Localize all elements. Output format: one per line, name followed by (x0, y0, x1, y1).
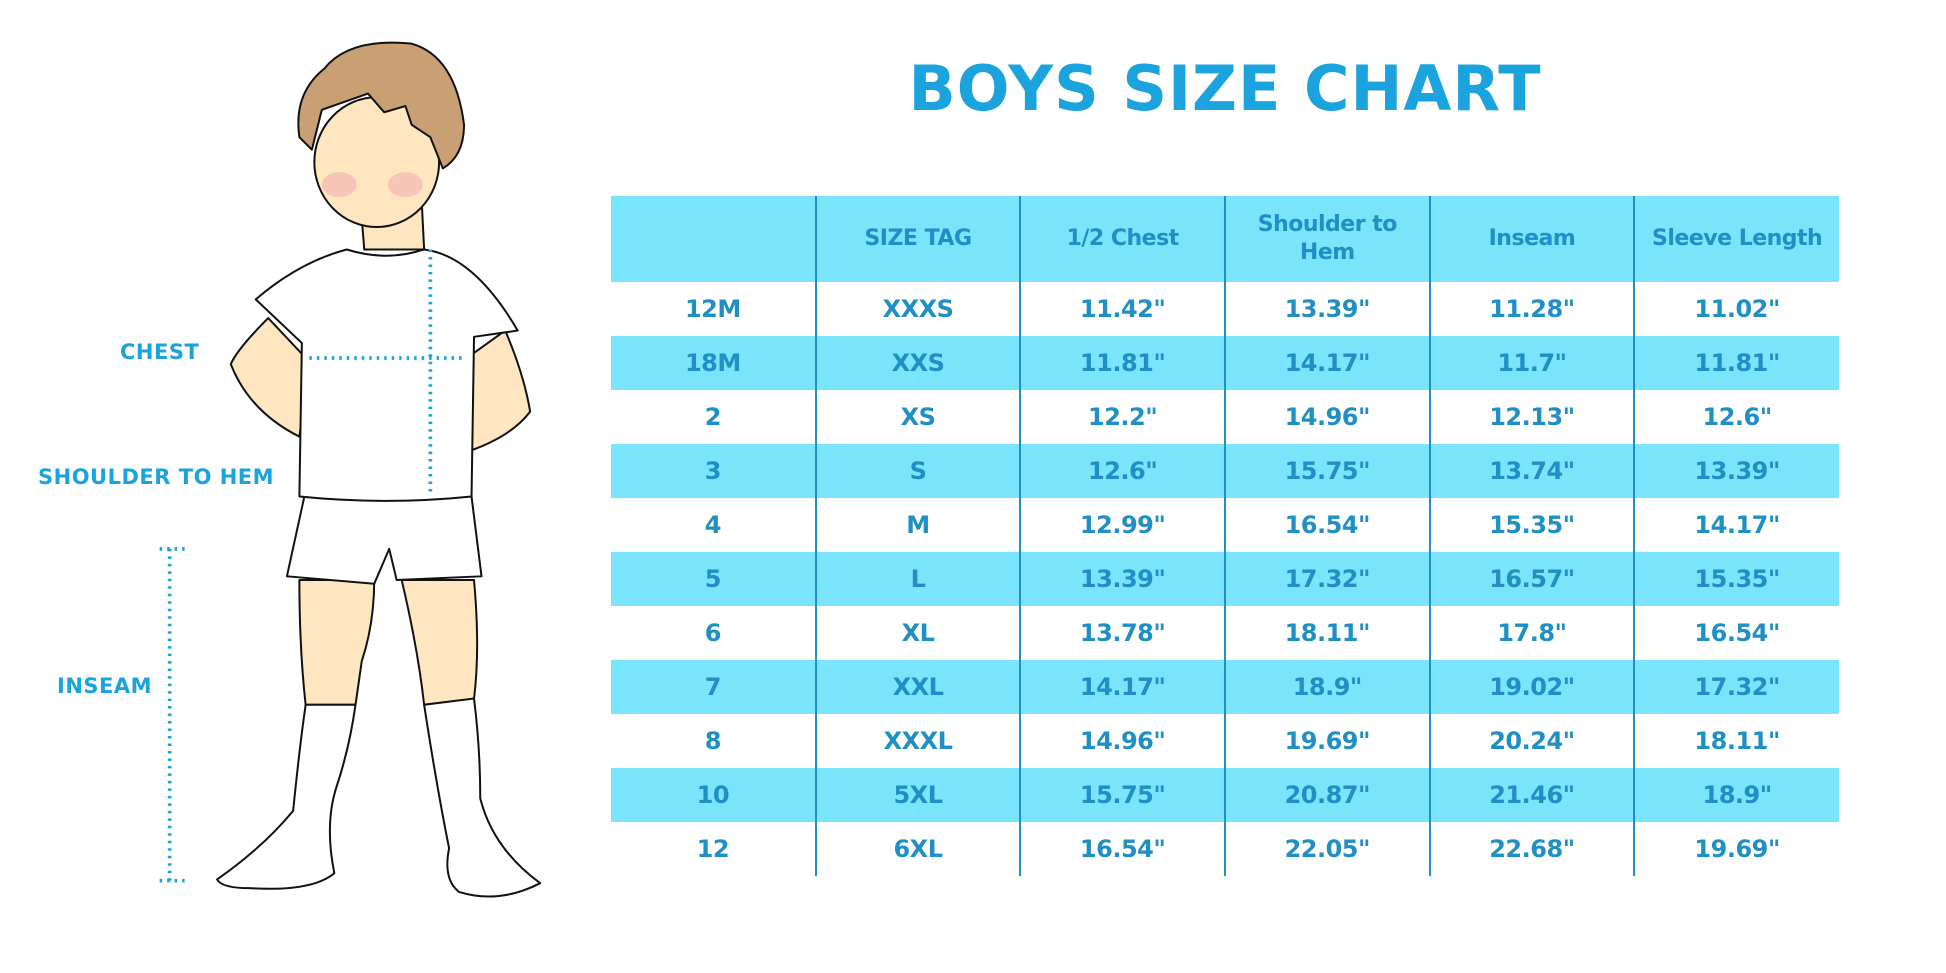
table-cell: 12M (684, 295, 741, 323)
table-cell: 6XL (814, 822, 1021, 876)
table-cell: 11.42" (1019, 282, 1225, 336)
table-cell: 19.69" (1633, 822, 1839, 876)
table-cell: 17.32" (1633, 660, 1839, 714)
table-cell: 20.24" (1428, 714, 1635, 768)
table-cell: 12.6" (1019, 444, 1225, 498)
table-cell: S (814, 444, 1021, 498)
table-cell: 18.11" (1633, 714, 1839, 768)
table-cell: 16.54" (1633, 606, 1839, 660)
table-cell: 11.7" (1428, 336, 1635, 390)
column-header: 1/2 Chest (1019, 196, 1225, 282)
column-header (611, 196, 816, 282)
table-cell: 16.54" (1223, 498, 1430, 552)
table-cell: 13.39" (1223, 282, 1430, 336)
table-cell: 12.6" (1633, 390, 1839, 444)
table-cell: XS (814, 390, 1021, 444)
column-header: SIZE TAG (814, 196, 1021, 282)
table-cell: XXXL (814, 714, 1021, 768)
table-cell: 11.81" (1633, 336, 1839, 390)
table-cell: 14.96" (1019, 714, 1225, 768)
inseam-label: INSEAM (57, 674, 153, 698)
table-cell: 13.39" (1633, 444, 1839, 498)
shoulder-to-hem-label: SHOULDER TO HEM (38, 465, 275, 489)
table-cell: 13.39" (1019, 552, 1225, 606)
table-cell: 22.68" (1428, 822, 1635, 876)
table-cell: 20.87" (1223, 768, 1430, 822)
table-row: 12M XXXS 11.42" 13.39" 11.28" 11.02" (611, 282, 1839, 336)
table-row: 18M XXS 11.81" 14.17" 11.7" 11.81" (611, 336, 1839, 390)
table-cell: 2 (704, 403, 722, 431)
table-cell: 18.9" (1223, 660, 1430, 714)
table-cell: 14.17" (1223, 336, 1430, 390)
table-header-row: SIZE TAG 1/2 Chest Shoulder to Hem Inseam Sl… (611, 196, 1839, 282)
table-cell: 22.05" (1223, 822, 1430, 876)
table-cell: 11.81" (1019, 336, 1225, 390)
table-cell: 18M (611, 336, 816, 390)
table-row: 7 XXL 14.17" 18.9" 19.02" 17.32" (611, 660, 1839, 714)
table-row: 2 XS 12.2" 14.96" 12.13" 12.6" (611, 390, 1839, 444)
table-cell: 6 (704, 619, 722, 647)
table-row: 8 XXXL 14.96" 19.69" 20.24" 18.11" (611, 714, 1839, 768)
table-cell: 8 (704, 727, 722, 755)
size-chart-table: SIZE TAG 1/2 Chest Shoulder to Hem Inseam Sl… (611, 196, 1839, 876)
table-cell: 14.17" (1633, 498, 1839, 552)
table-cell: 12.2" (1019, 390, 1225, 444)
table-cell: 12 (696, 835, 730, 863)
table-cell: XXXS (814, 282, 1021, 336)
table-row: 5 L 13.39" 17.32" 16.57" 15.35" (611, 552, 1839, 606)
column-header: Shoulder to Hem (1223, 196, 1430, 282)
table-cell: 13.74" (1428, 444, 1635, 498)
table-cell: 18.9" (1633, 768, 1839, 822)
table-cell: 15.35" (1428, 498, 1635, 552)
table-cell: 14.17" (1019, 660, 1225, 714)
table-cell: 4 (704, 511, 722, 539)
table-cell: 15.35" (1633, 552, 1839, 606)
table-cell: 5 (611, 552, 816, 606)
table-cell: 19.02" (1428, 660, 1635, 714)
table-row: 12 6XL 16.54" 22.05" 22.68" 19.69" (611, 822, 1839, 876)
table-row: 10 5XL 15.75" 20.87" 21.46" 18.9" (611, 768, 1839, 822)
table-cell: XXS (814, 336, 1021, 390)
table-cell: 17.32" (1223, 552, 1430, 606)
table-cell: 7 (611, 660, 816, 714)
table-cell: 21.46" (1428, 768, 1635, 822)
table-cell: 11.28" (1428, 282, 1635, 336)
column-header: Sleeve Length (1633, 196, 1839, 282)
table-cell: 19.69" (1223, 714, 1430, 768)
table-cell: M (814, 498, 1021, 552)
table-cell: 13.78" (1019, 606, 1225, 660)
table-cell: 17.8" (1428, 606, 1635, 660)
column-header: Inseam (1428, 196, 1635, 282)
table-cell: 14.96" (1223, 390, 1430, 444)
table-cell: 11.02" (1633, 282, 1839, 336)
table-cell: 16.54" (1019, 822, 1225, 876)
table-row: 3 S 12.6" 15.75" 13.74" 13.39" (611, 444, 1839, 498)
table-cell: XXL (814, 660, 1021, 714)
table-cell: 5XL (814, 768, 1021, 822)
table-row: 4 M 12.99" 16.54" 15.35" 14.17" (611, 498, 1839, 552)
table-cell: 12.13" (1428, 390, 1635, 444)
table-cell: XL (814, 606, 1021, 660)
table-cell: 15.75" (1019, 768, 1225, 822)
table-cell: L (814, 552, 1021, 606)
table-cell: 18.11" (1223, 606, 1430, 660)
table-cell: 12.99" (1019, 498, 1225, 552)
table-cell: 15.75" (1223, 444, 1430, 498)
table-row: 6 XL 13.78" 18.11" 17.8" 16.54" (611, 606, 1839, 660)
table-cell: 10 (611, 768, 816, 822)
table-cell: 16.57" (1428, 552, 1635, 606)
page-title: BOYS SIZE CHART (908, 52, 1542, 125)
table-cell: 3 (611, 444, 816, 498)
chest-label: CHEST (120, 340, 200, 364)
